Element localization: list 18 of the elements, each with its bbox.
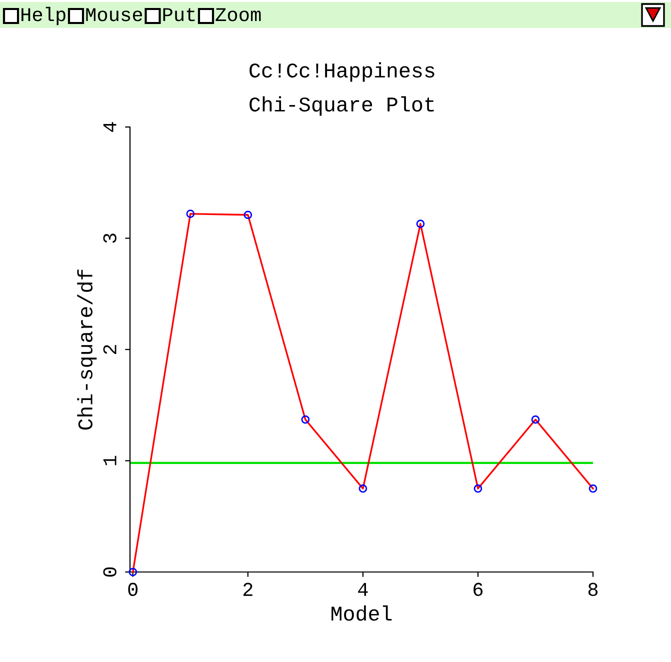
chart-subtitle: Chi-Square Plot xyxy=(250,96,434,116)
x-tick-label: 8 xyxy=(588,582,598,596)
y-tick-label: 0 xyxy=(103,567,116,577)
y-tick-label: 4 xyxy=(103,122,116,132)
y-tick-label: 3 xyxy=(103,234,116,243)
chart-title: Cc!Cc!Happiness xyxy=(250,62,434,82)
x-tick-label: 2 xyxy=(243,582,252,596)
x-axis-title: Model xyxy=(332,605,392,621)
text: Zoom xyxy=(216,8,261,22)
y-tick-label: 1 xyxy=(103,456,116,466)
text: Mouse xyxy=(86,8,142,22)
y-axis-title: Chi-square/df xyxy=(77,270,97,430)
y-tick-label: 2 xyxy=(103,345,116,354)
x-tick-label: 6 xyxy=(474,582,483,596)
x-tick-label: 0 xyxy=(128,582,138,596)
text: Help xyxy=(22,6,66,26)
x-tick-label: 4 xyxy=(358,583,368,596)
text: Put xyxy=(163,8,195,22)
